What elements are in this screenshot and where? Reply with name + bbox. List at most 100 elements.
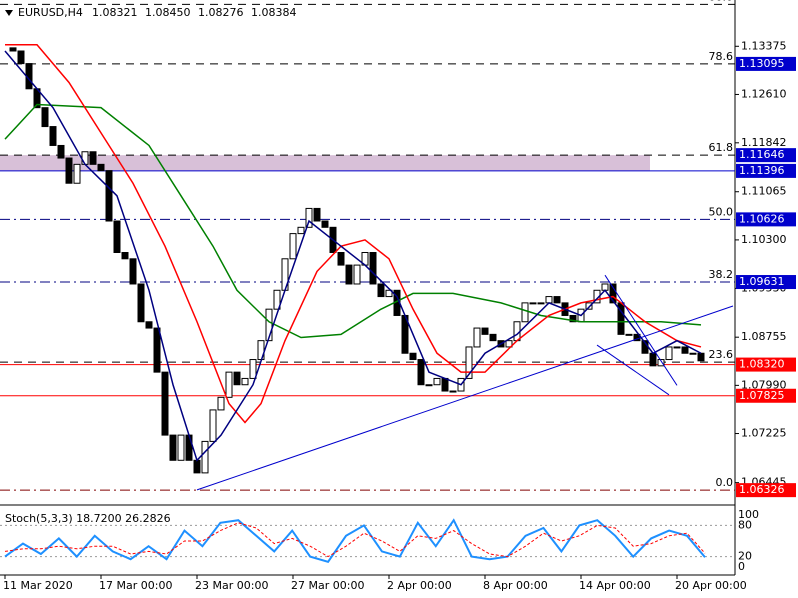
stoch-line (4, 518, 706, 563)
candle (529, 302, 537, 305)
moving-average (4, 50, 702, 462)
candle (313, 207, 321, 222)
candle (161, 371, 169, 436)
candle (177, 434, 185, 461)
price-tag-label: 1.07825 (739, 389, 785, 402)
candle (297, 226, 305, 235)
candle (673, 346, 681, 349)
candle (337, 252, 345, 266)
candle (473, 327, 481, 348)
candle (57, 144, 65, 159)
candle (97, 163, 105, 172)
candle (409, 352, 417, 361)
candle (273, 289, 281, 310)
close: 1.08384 (251, 6, 297, 19)
candle (65, 157, 73, 184)
high: 1.08450 (145, 6, 191, 19)
candle (185, 434, 193, 461)
candle (657, 359, 665, 367)
stoch-tick-label: 0 (738, 560, 745, 573)
candle (345, 264, 353, 285)
y-tick-label: 1.10300 (741, 233, 787, 246)
candle (353, 264, 361, 285)
y-tick-label: 1.11842 (741, 136, 787, 149)
symbol: EURUSD,H4 (18, 6, 83, 19)
price-tag (736, 357, 796, 372)
candle (73, 163, 81, 184)
price-tag (736, 388, 796, 403)
candle (209, 409, 217, 442)
y-tick-label: 1.08755 (741, 330, 787, 343)
menu-arrow[interactable] (5, 10, 13, 16)
candle (233, 371, 241, 386)
price-tag (736, 212, 796, 227)
y-tick-label: 1.13375 (741, 39, 787, 52)
open: 1.08321 (92, 6, 138, 19)
price-tag (736, 163, 796, 178)
stoch-title: Stoch(5,3,3) 18.7200 26.2826 (5, 512, 171, 525)
fib-label: 23.6 (709, 348, 734, 361)
price-tag-label: 1.10626 (739, 212, 785, 225)
fib-label: 0.0 (716, 476, 734, 489)
candle (449, 390, 457, 393)
candle (417, 359, 425, 386)
y-tick-label: 1.11065 (741, 185, 787, 198)
candle (321, 220, 329, 228)
trendline (604, 274, 678, 386)
candle (41, 107, 49, 128)
candle (689, 352, 697, 355)
x-tick-label: 14 Apr 00:00 (579, 579, 651, 592)
candle (121, 252, 129, 260)
candle (9, 47, 17, 52)
candle (129, 258, 137, 285)
price-tag-label: 1.09631 (739, 275, 785, 288)
x-tick-label: 11 Mar 2020 (3, 579, 73, 592)
candle (609, 283, 617, 304)
fib-label: 38.2 (709, 268, 734, 281)
candle (385, 289, 393, 298)
candle (697, 352, 705, 362)
moving-average (5, 43, 702, 424)
candle (169, 434, 177, 461)
price-tag (736, 56, 796, 71)
price-tag-label: 1.06326 (739, 483, 785, 496)
price-tag (736, 483, 796, 498)
candle (249, 359, 257, 379)
price-tag (736, 148, 796, 163)
candle (241, 377, 249, 386)
price-tag-label: 1.08320 (739, 358, 785, 371)
candle (377, 283, 385, 298)
low: 1.08276 (198, 6, 244, 19)
y-tick-label: 1.07225 (741, 427, 787, 440)
candle (225, 371, 233, 398)
candle (153, 327, 161, 373)
x-tick-label: 23 Mar 00:00 (195, 579, 268, 592)
stoch-tick-label: 100 (738, 508, 759, 521)
candle (441, 377, 449, 392)
candle (49, 126, 57, 146)
candle (513, 321, 521, 342)
y-tick-label: 1.07990 (741, 378, 787, 391)
y-tick-label: 1.12610 (741, 87, 787, 100)
price-tag-label: 1.11396 (739, 164, 785, 177)
candle (505, 340, 513, 348)
candle (537, 302, 545, 305)
candle (193, 459, 201, 474)
x-tick-label: 27 Mar 00:00 (291, 579, 364, 592)
candle (105, 170, 113, 222)
candle (665, 346, 673, 361)
candle (305, 207, 313, 228)
candle (433, 377, 441, 386)
candle (289, 233, 297, 260)
candle (369, 252, 377, 285)
candle (145, 321, 153, 329)
candle (553, 296, 561, 304)
candle (465, 346, 473, 379)
candle (569, 314, 577, 323)
candle (265, 308, 273, 342)
fib-label: 78.6 (709, 50, 734, 63)
x-tick-label: 8 Apr 00:00 (483, 579, 548, 592)
candle (681, 346, 689, 354)
x-tick-label: 17 Mar 00:00 (99, 579, 172, 592)
